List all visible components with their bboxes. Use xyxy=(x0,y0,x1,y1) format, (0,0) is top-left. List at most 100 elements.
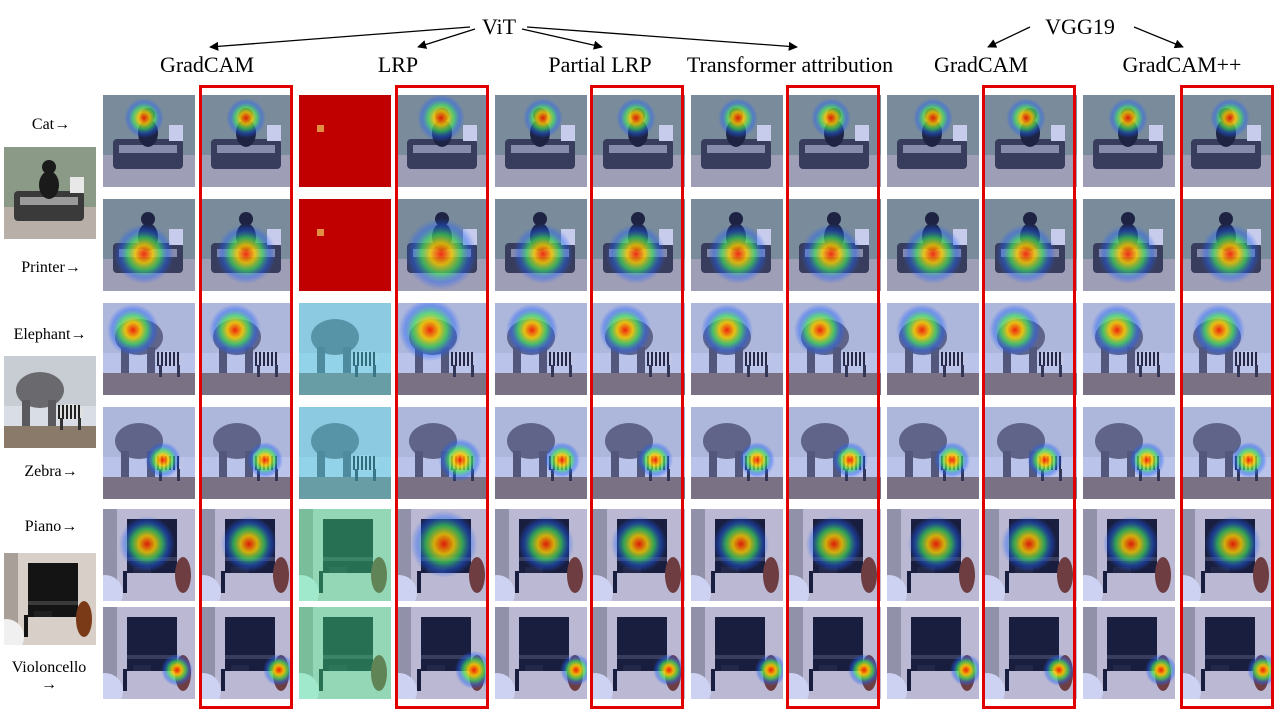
heatmap-tile-r4-c4 xyxy=(495,509,587,601)
heatmap-tile-r3-c5 xyxy=(593,407,685,499)
row-label-text: Elephant→ xyxy=(13,326,87,343)
row-label-5: Violoncello → xyxy=(12,659,87,693)
vit-arrow-partial-lrp xyxy=(521,28,603,50)
row-label-text: Violoncello xyxy=(11,659,87,676)
heatmap-tile-r5-c10 xyxy=(1083,607,1175,699)
heatmap-tile-r5-c9 xyxy=(985,607,1077,699)
heatmap-tile-r1-c5 xyxy=(593,199,685,291)
heatmap-tile-r3-c2 xyxy=(299,407,391,499)
heatmap-tile-r5-c6 xyxy=(691,607,783,699)
method-label-vit-gradcam: GradCAM xyxy=(159,52,255,77)
heatmap-tile-r1-c3 xyxy=(397,199,489,291)
row-label-2: Elephant→ xyxy=(14,326,87,343)
vit-arrow-gradcam xyxy=(209,26,471,51)
original-image-piano xyxy=(4,553,96,645)
method-label-vit-partial-lrp: Partial LRP xyxy=(548,52,652,77)
model-label-vgg19: VGG19 xyxy=(1045,14,1115,39)
heatmap-tile-r0-c5 xyxy=(593,95,685,187)
heatmap-tile-r0-c8 xyxy=(887,95,979,187)
vgg-arrow-gradcampp xyxy=(1133,26,1184,49)
heatmap-tile-r1-c1 xyxy=(201,199,293,291)
heatmap-tile-r1-c0 xyxy=(103,199,195,291)
heatmap-tile-r5-c3 xyxy=(397,607,489,699)
heatmap-tile-r3-c10 xyxy=(1083,407,1175,499)
heatmap-tile-r3-c1 xyxy=(201,407,293,499)
heatmap-tile-r3-c0 xyxy=(103,407,195,499)
heatmap-tile-r4-c6 xyxy=(691,509,783,601)
heatmap-tile-r1-c9 xyxy=(985,199,1077,291)
heatmap-tile-r3-c7 xyxy=(789,407,881,499)
model-label-vit: ViT xyxy=(481,14,517,39)
heatmap-tile-r0-c6 xyxy=(691,95,783,187)
row-label-1: Printer→ xyxy=(21,259,81,276)
heatmap-tile-r0-c2 xyxy=(299,95,391,187)
row-label-3: Zebra→ xyxy=(24,463,77,480)
row-label-text: Piano→ xyxy=(24,518,78,535)
heatmap-tile-r4-c11 xyxy=(1181,509,1273,601)
method-label-vit-lrp: LRP xyxy=(377,52,419,77)
original-image-cat xyxy=(4,147,96,239)
heatmap-tile-r5-c2 xyxy=(299,607,391,699)
heatmap-tile-r0-c4 xyxy=(495,95,587,187)
vgg-arrow-gradcam xyxy=(987,26,1031,48)
heatmap-tile-r3-c3 xyxy=(397,407,489,499)
heatmap-tile-r4-c10 xyxy=(1083,509,1175,601)
heatmap-tile-r5-c0 xyxy=(103,607,195,699)
heatmap-tile-r5-c5 xyxy=(593,607,685,699)
heatmap-tile-r0-c1 xyxy=(201,95,293,187)
heatmap-tile-r5-c11 xyxy=(1181,607,1273,699)
heatmap-tile-r4-c8 xyxy=(887,509,979,601)
row-label-text: → xyxy=(40,676,57,693)
heatmap-tile-r0-c11 xyxy=(1181,95,1273,187)
heatmap-tile-r1-c10 xyxy=(1083,199,1175,291)
heatmap-tile-r2-c6 xyxy=(691,303,783,395)
row-label-0: Cat→ xyxy=(32,116,70,133)
heatmap-tile-r2-c8 xyxy=(887,303,979,395)
heatmap-tile-r4-c3 xyxy=(397,509,489,601)
heatmap-tile-r4-c2 xyxy=(299,509,391,601)
heatmap-tile-r0-c7 xyxy=(789,95,881,187)
heatmap-tile-r1-c4 xyxy=(495,199,587,291)
heatmap-tile-r4-c1 xyxy=(201,509,293,601)
heatmap-tile-r0-c0 xyxy=(103,95,195,187)
heatmap-tile-r0-c3 xyxy=(397,95,489,187)
method-label-vit-transformer-attribution: Transformer attribution xyxy=(686,52,894,77)
heatmap-tile-r5-c4 xyxy=(495,607,587,699)
heatmap-tile-r4-c9 xyxy=(985,509,1077,601)
heatmap-tile-r2-c3 xyxy=(397,303,489,395)
heatmap-tile-r5-c1 xyxy=(201,607,293,699)
heatmap-tile-r2-c9 xyxy=(985,303,1077,395)
heatmap-tile-r2-c2 xyxy=(299,303,391,395)
heatmap-tile-r3-c6 xyxy=(691,407,783,499)
heatmap-tile-r2-c4 xyxy=(495,303,587,395)
row-label-text: Cat→ xyxy=(31,116,71,133)
row-label-text: Zebra→ xyxy=(24,463,78,480)
heatmap-tile-r1-c2 xyxy=(299,199,391,291)
vit-arrow-lrp xyxy=(417,28,476,49)
method-label-vgg-gradcampp: GradCAM++ xyxy=(1122,52,1242,77)
heatmap-tile-r3-c11 xyxy=(1181,407,1273,499)
heatmap-tile-r1-c11 xyxy=(1181,199,1273,291)
heatmap-tile-r4-c7 xyxy=(789,509,881,601)
heatmap-tile-r5-c8 xyxy=(887,607,979,699)
heatmap-tile-r1-c7 xyxy=(789,199,881,291)
heatmap-tile-r4-c0 xyxy=(103,509,195,601)
heatmap-tile-r5-c7 xyxy=(789,607,881,699)
heatmap-tile-r1-c8 xyxy=(887,199,979,291)
heatmap-tile-r3-c4 xyxy=(495,407,587,499)
heatmap-tile-r2-c7 xyxy=(789,303,881,395)
heatmap-tile-r4-c5 xyxy=(593,509,685,601)
heatmap-tile-r2-c11 xyxy=(1181,303,1273,395)
heatmap-tile-r2-c10 xyxy=(1083,303,1175,395)
original-image-elephant xyxy=(4,356,96,448)
heatmap-tile-r3-c9 xyxy=(985,407,1077,499)
header-arrows xyxy=(209,26,1184,51)
heatmap-tile-r3-c8 xyxy=(887,407,979,499)
heatmap-tile-r0-c10 xyxy=(1083,95,1175,187)
heatmap-tile-r0-c9 xyxy=(985,95,1077,187)
vit-arrow-transformer-attribution xyxy=(526,26,798,51)
heatmap-tile-r2-c1 xyxy=(201,303,293,395)
heatmap-tile-r2-c5 xyxy=(593,303,685,395)
row-label-4: Piano→ xyxy=(25,518,77,535)
